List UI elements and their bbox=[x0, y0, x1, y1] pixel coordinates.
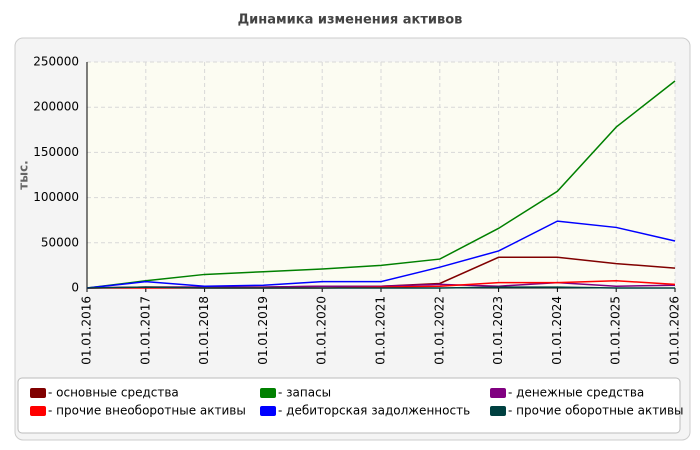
legend-label: - денежные средства bbox=[508, 386, 644, 400]
x-tick-label: 01.01.2024 bbox=[550, 296, 564, 365]
legend-label: - основные средства bbox=[48, 386, 179, 400]
legend-label: - дебиторская задолженность bbox=[278, 404, 470, 418]
legend bbox=[17, 377, 681, 434]
x-tick-label: 01.01.2022 bbox=[432, 296, 446, 365]
y-tick-label: 200000 bbox=[33, 100, 79, 114]
x-tick-label: 01.01.2019 bbox=[256, 296, 270, 365]
series-line bbox=[86, 286, 675, 289]
x-tick-label: 01.01.2016 bbox=[80, 296, 94, 365]
y-tick-label: 0 bbox=[71, 281, 79, 295]
x-tick-label: 01.01.2026 bbox=[668, 296, 682, 365]
legend-label: - запасы bbox=[278, 386, 331, 400]
legend-swatch bbox=[260, 388, 276, 398]
y-tick-label: 100000 bbox=[33, 190, 79, 204]
series-line bbox=[86, 220, 676, 289]
legend-swatch bbox=[490, 388, 506, 398]
x-tick-label: 01.01.2023 bbox=[491, 296, 505, 365]
legend-swatch bbox=[260, 406, 276, 416]
series-line bbox=[86, 80, 676, 289]
y-tick-label: 150000 bbox=[33, 145, 79, 159]
x-tick-label: 01.01.2021 bbox=[374, 296, 388, 365]
legend-swatch bbox=[490, 406, 506, 416]
legend-swatch bbox=[30, 406, 46, 416]
legend-label: - прочие оборотные активы bbox=[508, 404, 684, 418]
y-tick-label: 250000 bbox=[33, 55, 79, 69]
y-tick-label: 50000 bbox=[41, 235, 79, 249]
x-tick-label: 01.01.2018 bbox=[197, 296, 211, 365]
y-axis-label: тыс. bbox=[17, 160, 31, 189]
chart-title: Динамика изменения активов bbox=[238, 13, 463, 28]
legend-swatch bbox=[30, 388, 46, 398]
x-tick-label: 01.01.2020 bbox=[315, 296, 329, 365]
x-tick-label: 01.01.2017 bbox=[138, 296, 152, 365]
x-tick-label: 01.01.2025 bbox=[609, 296, 623, 365]
legend-label: - прочие внеоборотные активы bbox=[48, 404, 246, 418]
